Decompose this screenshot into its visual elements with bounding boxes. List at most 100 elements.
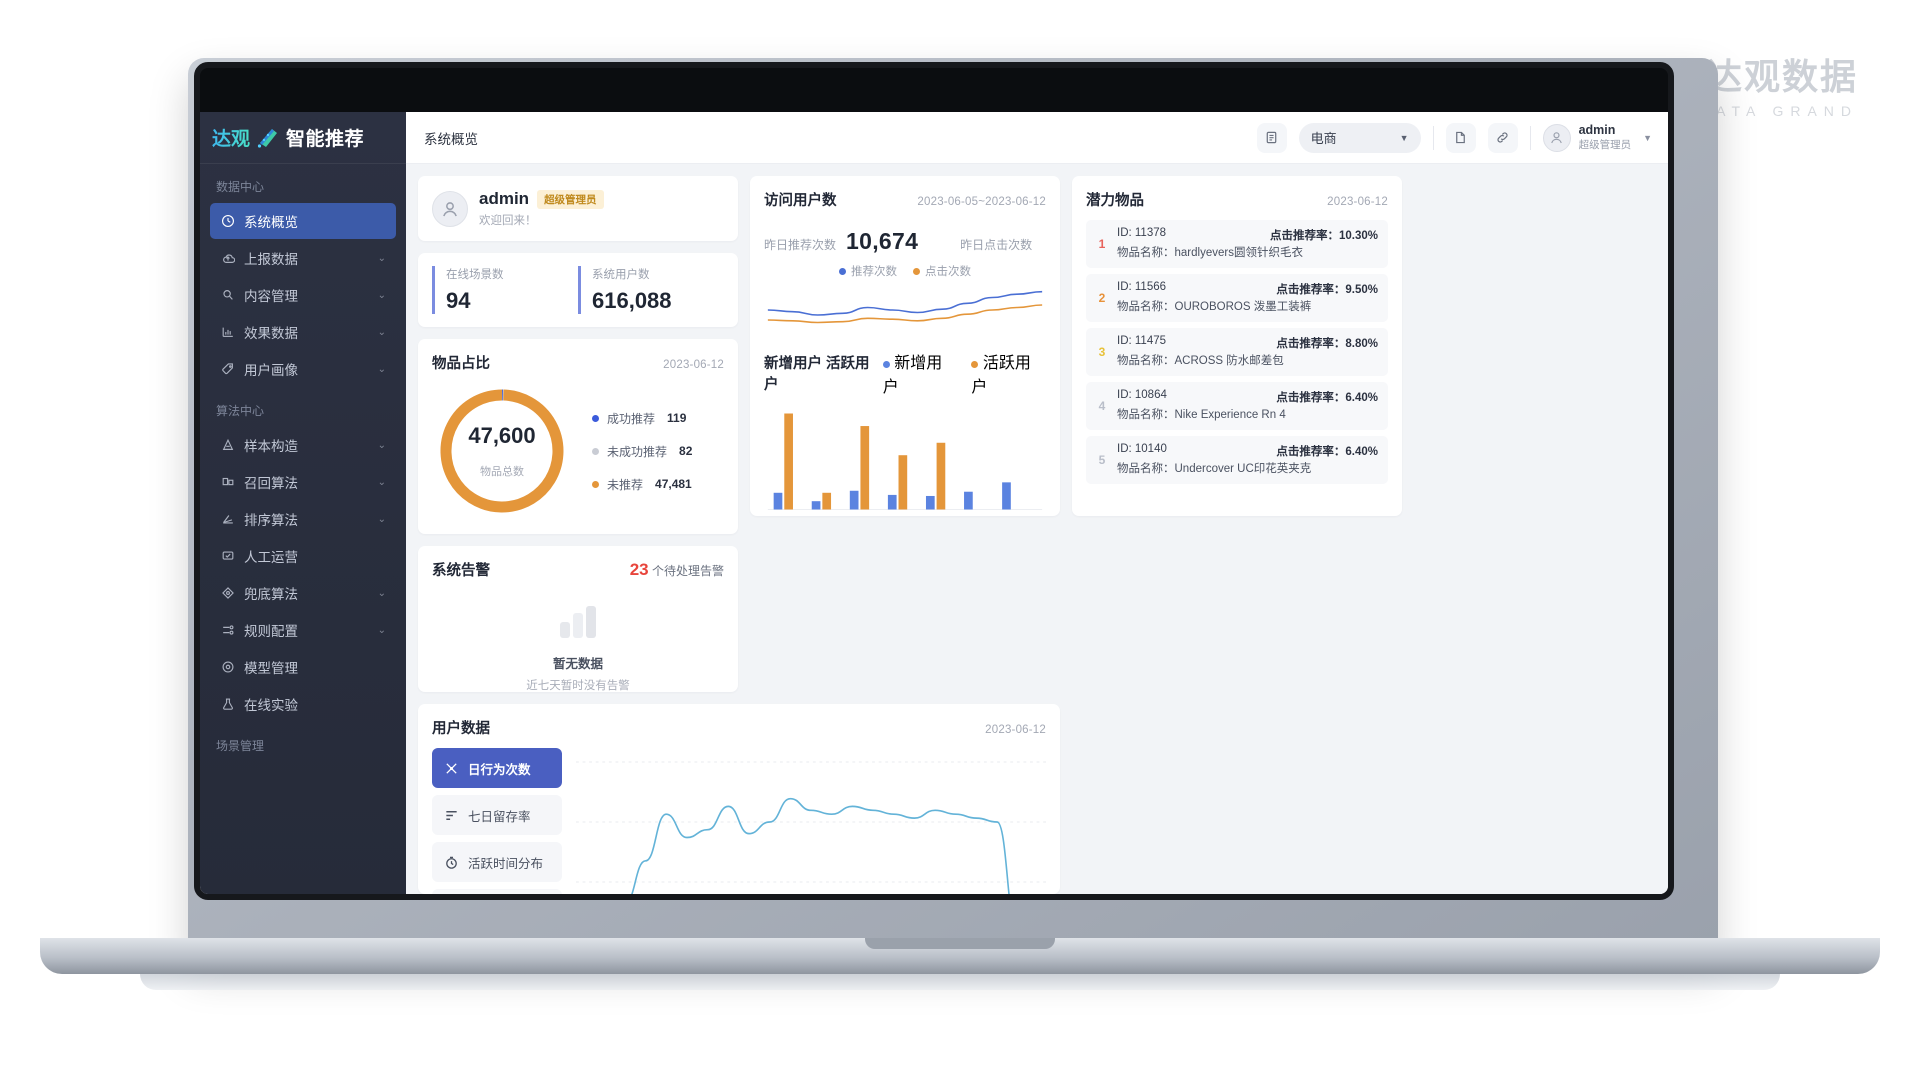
sidebar-item-系统概览[interactable]: 系统概览: [210, 203, 396, 239]
kpi2-label: 昨日点击次数: [960, 238, 1033, 252]
sidebar-item-label-1-2: 排序算法: [244, 513, 298, 528]
user-text: admin 超级管理员: [1579, 123, 1632, 152]
brand-name-cn: 达观: [212, 124, 250, 151]
legend-label-0: 推荐次数: [851, 266, 897, 278]
list-item-id: ID: 11475: [1117, 335, 1167, 347]
sidebar-item-用户画像[interactable]: 用户画像 ⌄: [210, 351, 396, 387]
sidebar-item-label-1-7: 在线实验: [244, 698, 298, 713]
dashboard-icon: [220, 214, 235, 229]
sidebar-item-在线实验[interactable]: 在线实验: [210, 686, 396, 722]
legend-item-活跃用户: 活跃用户: [971, 349, 1046, 397]
legend-value-0: 119: [667, 411, 687, 425]
list-item-rate: 点击推荐率：9.50%: [1276, 284, 1378, 296]
alert-empty-state: 暂无数据 近七天暂时没有告警: [432, 580, 724, 692]
tab-活跃时间分布[interactable]: 活跃时间分布: [432, 842, 562, 882]
sidebar-item-效果数据[interactable]: 效果数据 ⌄: [210, 314, 396, 350]
sidebar-item-label-1-4: 兜底算法: [244, 587, 298, 602]
topbar: 系统概览 电商 ▼: [406, 112, 1668, 164]
donut-legend-item-未推荐[interactable]: 未推荐 47,481: [592, 476, 692, 493]
brand-title: 智能推荐: [286, 129, 365, 150]
tab-日行为次数[interactable]: 日行为次数: [432, 748, 562, 788]
list-item-rate: 点击推荐率：8.80%: [1276, 338, 1378, 350]
legend-label-new: 新增用户: [882, 355, 943, 396]
welcome-greeting: 欢迎回来！: [479, 215, 537, 227]
file-icon[interactable]: [1445, 122, 1476, 153]
scene-select[interactable]: 电商 ▼: [1298, 122, 1421, 153]
document-icon[interactable]: [1256, 122, 1287, 153]
watermark-en: DATA GRAND: [1699, 103, 1858, 119]
list-item-id: ID: 10140: [1117, 443, 1167, 455]
sidebar-item-内容管理[interactable]: 内容管理 ⌄: [210, 277, 396, 313]
donut-legend-item-成功推荐[interactable]: 成功推荐 119: [592, 410, 692, 427]
legend-dot-1: [592, 447, 599, 455]
visit-legend: 推荐次数 点击次数: [764, 263, 1046, 279]
sidebar-item-label-1-5: 规则配置: [244, 624, 298, 639]
visit-card-date: 2023-06-05~2023-06-12: [917, 196, 1046, 208]
sidebar-item-label-0-3: 效果数据: [244, 326, 298, 341]
ratio-title: 物品占比: [432, 356, 490, 372]
donut-legend-item-未成功推荐[interactable]: 未成功推荐 82: [592, 443, 692, 460]
list-item-rank: 3: [1098, 345, 1106, 359]
sample-icon: [220, 438, 235, 453]
list-item-name: 物品名称：Undercover UC印花英夹克: [1117, 463, 1312, 475]
newactive-bar-chart: 06-0506-0706-0906-11: [764, 397, 1046, 516]
alert-title: 系统告警: [432, 563, 490, 579]
welcome-row: admin 超级管理员 欢迎回来！: [432, 189, 724, 228]
stat-label-0: 在线场景数: [446, 269, 504, 281]
manual-icon: [220, 549, 235, 564]
legend-dot-0: [839, 267, 846, 275]
user-role: 超级管理员: [1578, 138, 1632, 151]
list-item-rank: 1: [1098, 237, 1106, 251]
sidebar-item-规则配置[interactable]: 规则配置 ⌄: [210, 612, 396, 648]
chevron-down-icon-1-1: ⌄: [377, 476, 386, 488]
sidebar-item-召回算法[interactable]: 召回算法 ⌄: [210, 464, 396, 500]
welcome-name-row: admin 超级管理员: [479, 189, 604, 209]
potential-items-card: 潜力物品 2023-06-12 1 ID: 11378 点击推荐率：10.30% 物品…: [1072, 176, 1402, 516]
stat-label-1: 系统用户数: [592, 269, 650, 281]
link-icon[interactable]: [1487, 122, 1518, 153]
chevron-down-icon-0-3: ⌄: [377, 326, 386, 338]
list-item[interactable]: 3 ID: 11475 点击推荐率：8.80% 物品名称：ACROSS 防水邮差包: [1086, 328, 1388, 376]
list-item[interactable]: 2 ID: 11566 点击推荐率：9.50% 物品名称：OUROBOROS 泼墨工装…: [1086, 274, 1388, 322]
list-item-id: ID: 10864: [1117, 389, 1167, 401]
app-window: 达观 智能推荐 数据中心: [200, 112, 1668, 894]
user-menu[interactable]: admin 超级管理员 ▼: [1542, 123, 1652, 152]
list-item-id: ID: 11378: [1117, 227, 1167, 239]
legend-dot-0: [592, 414, 599, 422]
tab-七日留存率[interactable]: 七日留存率: [432, 795, 562, 835]
legend-item-点击次数: 点击次数: [913, 263, 971, 279]
list-item-row1: ID: 11475 点击推荐率：8.80%: [1117, 335, 1378, 351]
sidebar-item-样本构造[interactable]: 样本构造 ⌄: [210, 427, 396, 463]
system-alert-card: 系统告警 23 个待处理告警: [418, 546, 738, 692]
legend-value-2: 47,481: [655, 477, 692, 491]
list-item-rank: 4: [1098, 399, 1106, 413]
tag-icon: [220, 362, 235, 377]
donut-legend: 成功推荐 119 未成功推荐 82 未推荐 47,481: [592, 410, 692, 493]
sidebar-item-label-1-6: 模型管理: [244, 661, 298, 676]
tab-页面访问次数[interactable]: 页面访问次数: [432, 889, 562, 894]
fallback-icon: [220, 586, 235, 601]
list-item[interactable]: 5 ID: 10140 点击推荐率：6.40% 物品名称：Undercover UC印…: [1086, 436, 1388, 484]
chevron-down-icon-1-0: ⌄: [377, 439, 386, 451]
brand-logo[interactable]: 达观 智能推荐: [200, 112, 406, 164]
userdata-date: 2023-06-12: [985, 724, 1046, 736]
bar-chart-empty-icon: [552, 598, 604, 645]
welcome-text: admin 超级管理员 欢迎回来！: [479, 189, 604, 228]
list-item[interactable]: 4 ID: 10864 点击推荐率：6.40% 物品名称：Nike Experienc…: [1086, 382, 1388, 430]
list-item[interactable]: 1 ID: 11378 点击推荐率：10.30% 物品名称：hardlyevers圆领…: [1086, 220, 1388, 268]
newactive-head: 新增用户 活跃用户 新增用户 活跃用户: [764, 349, 1046, 397]
sidebar-item-上报数据[interactable]: 上报数据 ⌄: [210, 240, 396, 276]
stat-value-1: 616,088: [592, 288, 672, 313]
sidebar-item-人工运营[interactable]: 人工运营: [210, 538, 396, 574]
sidebar-item-兜底算法[interactable]: 兜底算法 ⌄: [210, 575, 396, 611]
rule-icon: [220, 623, 235, 638]
laptop-foot: [140, 974, 1780, 990]
user-avatar-icon: [1542, 123, 1571, 152]
scatter-icon: [444, 761, 459, 776]
alert-empty-sub: 近七天暂时没有告警: [526, 680, 630, 692]
potential-date: 2023-06-12: [1327, 196, 1388, 208]
list-item-body: ID: 11378 点击推荐率：10.30% 物品名称：hardlyevers圆领针…: [1117, 227, 1378, 261]
sidebar-item-模型管理[interactable]: 模型管理: [210, 649, 396, 685]
userdata-card-head: 用户数据 2023-06-12: [432, 717, 1046, 738]
sidebar-item-排序算法[interactable]: 排序算法 ⌄: [210, 501, 396, 537]
